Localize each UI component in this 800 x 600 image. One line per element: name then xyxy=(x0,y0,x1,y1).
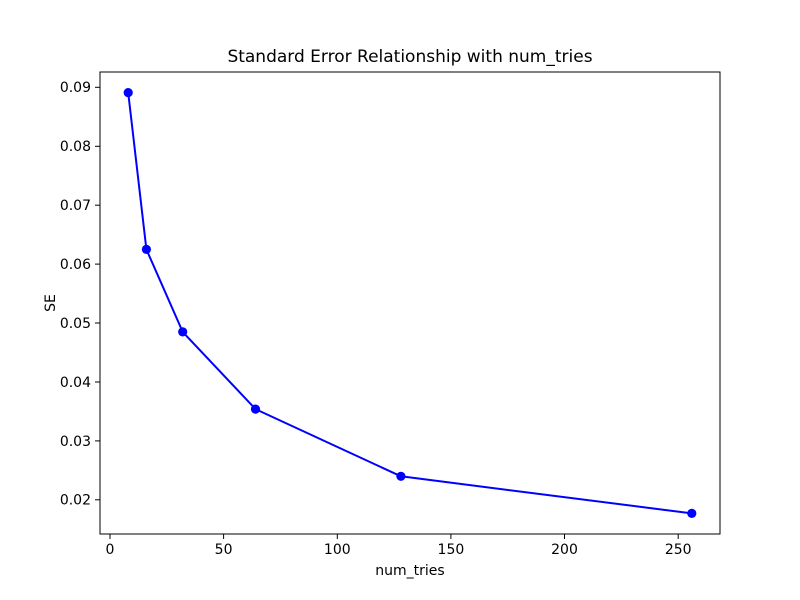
axes-spines xyxy=(99,71,721,535)
data-point xyxy=(178,327,188,337)
x-tick-label: 100 xyxy=(324,542,351,558)
y-tick-label: 0.05 xyxy=(60,316,91,332)
y-tick-label: 0.02 xyxy=(60,493,91,509)
x-tick-label: 50 xyxy=(215,542,233,558)
x-tick-label: 150 xyxy=(438,542,465,558)
y-axis-label: SE xyxy=(43,294,59,312)
y-tick-label: 0.04 xyxy=(60,375,91,391)
x-tick-label: 250 xyxy=(665,542,692,558)
data-point xyxy=(141,244,151,254)
chart-content: 0 50 100 150 200 250 0.02 0.03 0.04 0.05 0.06 0.07 0… xyxy=(60,71,721,558)
y-tick-label: 0.09 xyxy=(60,80,91,96)
x-axis-label: num_tries xyxy=(375,563,444,579)
x-tick-label: 200 xyxy=(551,542,578,558)
data-point xyxy=(123,88,133,98)
y-tick-label: 0.03 xyxy=(60,434,91,450)
data-point xyxy=(250,404,261,414)
se-line xyxy=(127,92,692,515)
data-point xyxy=(687,508,697,518)
y-tick-label: 0.06 xyxy=(60,257,91,273)
data-point xyxy=(396,471,406,481)
chart-title: Standard Error Relationship with num_tri… xyxy=(227,47,592,67)
x-tick-label: 0 xyxy=(106,542,115,558)
y-tick-label: 0.08 xyxy=(60,139,91,155)
y-tick-label: 0.07 xyxy=(60,198,91,214)
